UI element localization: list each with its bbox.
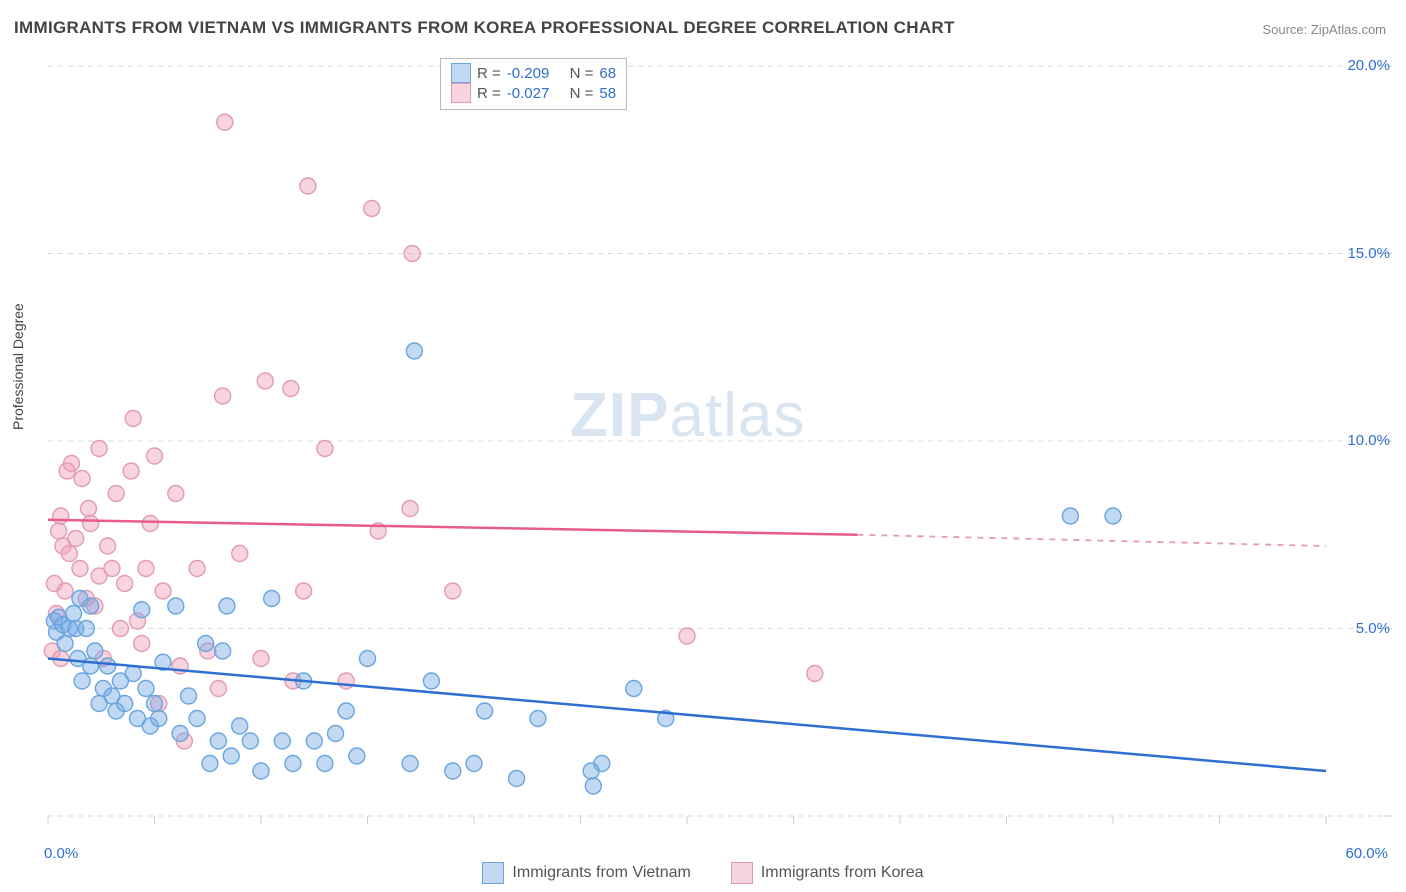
source-label: Source: ZipAtlas.com — [1262, 22, 1386, 37]
chart-title: IMMIGRANTS FROM VIETNAM VS IMMIGRANTS FR… — [14, 18, 955, 38]
vietnam-n-value: 68 — [599, 65, 616, 82]
legend-stats-row-vietnam: R = -0.209 N = 68 — [451, 63, 616, 83]
y-tick-label: 20.0% — [1347, 57, 1390, 74]
y-axis-label: Professional Degree — [10, 303, 26, 430]
legend-vietnam-label: Immigrants from Vietnam — [512, 864, 690, 882]
legend-item-korea: Immigrants from Korea — [731, 862, 924, 884]
y-tick-label: 15.0% — [1347, 245, 1390, 262]
plot-area — [46, 60, 1386, 840]
vietnam-r-value: -0.209 — [507, 65, 550, 82]
korea-n-value: 58 — [599, 85, 616, 102]
legend-korea-label: Immigrants from Korea — [761, 864, 924, 882]
legend-stats: R = -0.209 N = 68 R = -0.027 N = 58 — [440, 58, 627, 110]
legend-stats-row-korea: R = -0.027 N = 58 — [451, 83, 616, 103]
x-axis-min-label: 0.0% — [44, 845, 78, 862]
swatch-korea-icon — [731, 862, 753, 884]
legend-series: Immigrants from Vietnam Immigrants from … — [0, 862, 1406, 884]
plot-svg — [46, 60, 1386, 840]
chart-container: IMMIGRANTS FROM VIETNAM VS IMMIGRANTS FR… — [0, 0, 1406, 892]
swatch-vietnam-icon — [482, 862, 504, 884]
y-tick-label: 5.0% — [1356, 620, 1390, 637]
korea-r-value: -0.027 — [507, 85, 550, 102]
swatch-vietnam-icon — [451, 63, 471, 83]
y-tick-label: 10.0% — [1347, 432, 1390, 449]
x-axis-max-label: 60.0% — [1345, 845, 1388, 862]
swatch-korea-icon — [451, 83, 471, 103]
legend-item-vietnam: Immigrants from Vietnam — [482, 862, 690, 884]
